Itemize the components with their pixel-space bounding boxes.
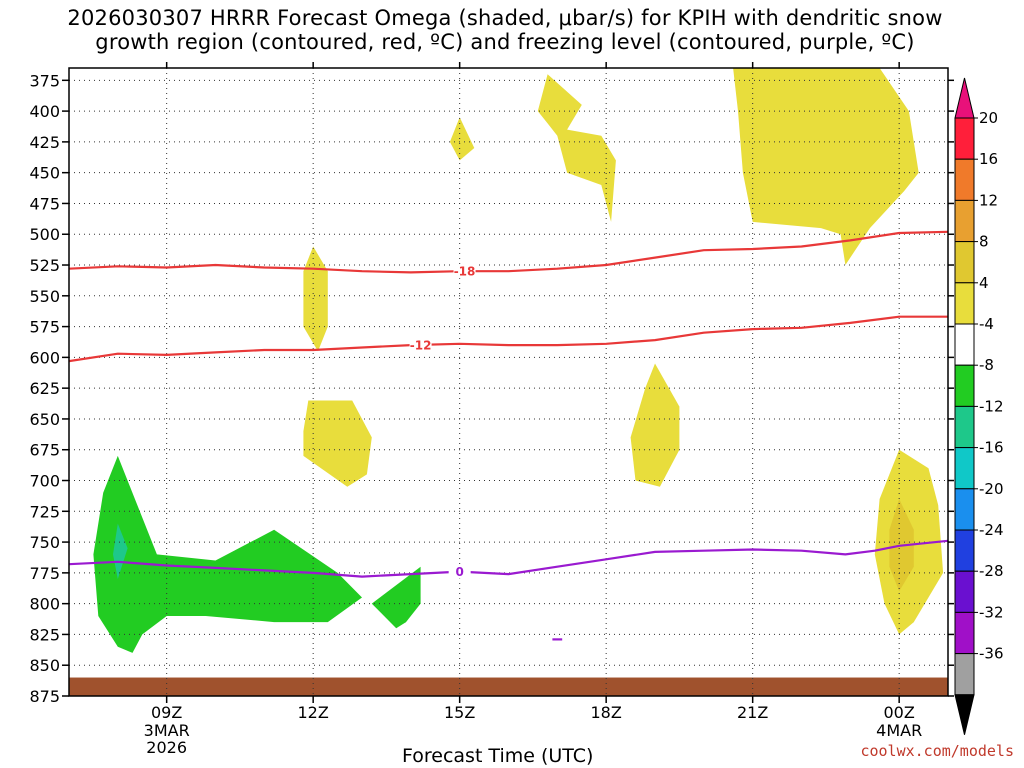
x-tick-sublabel: 2026 [146, 738, 187, 757]
y-tick-label: 425 [29, 133, 60, 152]
omega-region-8 [93, 455, 363, 653]
colorbar-swatch [954, 529, 975, 572]
omega-region-2 [733, 68, 919, 265]
credit-text: coolwx.com/models [860, 742, 1014, 760]
x-tick-label: 18Z [591, 703, 622, 722]
y-tick-label: 450 [29, 164, 60, 183]
omega-region-9 [371, 566, 421, 629]
y-tick-label: 700 [29, 472, 60, 491]
colorbar-label: 8 [979, 233, 989, 251]
colorbar-swatch [954, 488, 975, 531]
dendritic-contour-label: -18 [454, 265, 476, 279]
dendritic-contour-0 [69, 230, 948, 274]
x-tick-label: 09Z [151, 703, 182, 722]
x-tick-sublabel: 4MAR [876, 721, 922, 740]
colorbar-top-arrow [954, 77, 975, 119]
colorbar-label: 16 [979, 150, 998, 168]
colorbar-swatch [954, 117, 975, 160]
y-tick-label: 850 [29, 656, 60, 675]
colorbar-label: -32 [979, 603, 1004, 621]
omega-region-1 [537, 74, 616, 222]
y-tick-label: 875 [29, 687, 60, 706]
y-tick-label: 750 [29, 533, 60, 552]
colorbar-label: -24 [979, 521, 1004, 539]
y-tick-label: 725 [29, 502, 60, 521]
y-tick-label: 375 [29, 71, 60, 90]
omega-region-3 [303, 246, 328, 352]
colorbar-swatch [954, 405, 975, 449]
omega-region-0 [449, 117, 475, 161]
dendritic-contour-1 [69, 315, 948, 363]
colorbar-label: 4 [979, 274, 989, 292]
colorbar-swatch [954, 570, 975, 613]
colorbar-swatch [954, 611, 975, 655]
dendritic-contour-label: -12 [410, 339, 432, 353]
x-tick-label: 15Z [444, 703, 475, 722]
y-tick-label: 800 [29, 595, 60, 614]
colorbar-swatch [954, 323, 975, 366]
y-tick-label: 650 [29, 410, 60, 429]
colorbar-label: -12 [979, 397, 1004, 415]
x-tick-label: 12Z [298, 703, 329, 722]
x-tick-label: 21Z [737, 703, 768, 722]
x-tick-sublabel: 3MAR [144, 721, 190, 740]
y-tick-label: 400 [29, 102, 60, 121]
colorbar-swatch [954, 199, 975, 243]
colorbar-label: -36 [979, 645, 1004, 663]
colorbar-label: -20 [979, 480, 1004, 498]
x-tick-label: 00Z [884, 703, 915, 722]
colorbar-label: 20 [979, 109, 998, 127]
colorbar-label: -8 [979, 356, 994, 374]
colorbar-swatch [954, 158, 975, 201]
dendritic-label-bg-0 [453, 264, 476, 279]
y-tick-label: 475 [29, 194, 60, 213]
terrain-band [69, 677, 948, 696]
colorbar-swatch [954, 653, 975, 696]
y-tick-label: 500 [29, 225, 60, 244]
x-axis-label: Forecast Time (UTC) [402, 745, 594, 767]
y-tick-label: 625 [29, 379, 60, 398]
plot-frame [68, 67, 949, 697]
omega-region-4 [303, 400, 372, 487]
y-tick-label: 600 [29, 348, 60, 367]
omega-region-5 [630, 363, 680, 487]
colorbar-swatch [954, 282, 975, 325]
y-tick-label: 675 [29, 441, 60, 460]
colorbar-swatch [954, 447, 975, 490]
colorbar-bottom-arrow [954, 694, 975, 735]
freezing-contour-0 [69, 539, 948, 578]
y-tick-label: 825 [29, 625, 60, 644]
chart-title: 2026030307 HRRR Forecast Omega (shaded, … [67, 6, 943, 54]
freezing-contour-label: 0 [455, 565, 463, 579]
y-tick-label: 525 [29, 256, 60, 275]
colorbar-label: 12 [979, 191, 998, 209]
colorbar-label: -28 [979, 562, 1004, 580]
y-tick-label: 575 [29, 318, 60, 337]
colorbar-label: -4 [979, 315, 994, 333]
y-tick-label: 550 [29, 287, 60, 306]
freezing-label-bg-0 [448, 564, 471, 579]
colorbar-swatch [954, 241, 975, 284]
colorbar-swatch [954, 364, 975, 407]
dendritic-label-bg-1 [409, 338, 432, 353]
colorbar-label: -16 [979, 439, 1004, 457]
y-tick-label: 775 [29, 564, 60, 583]
omega-region-10 [113, 523, 128, 579]
